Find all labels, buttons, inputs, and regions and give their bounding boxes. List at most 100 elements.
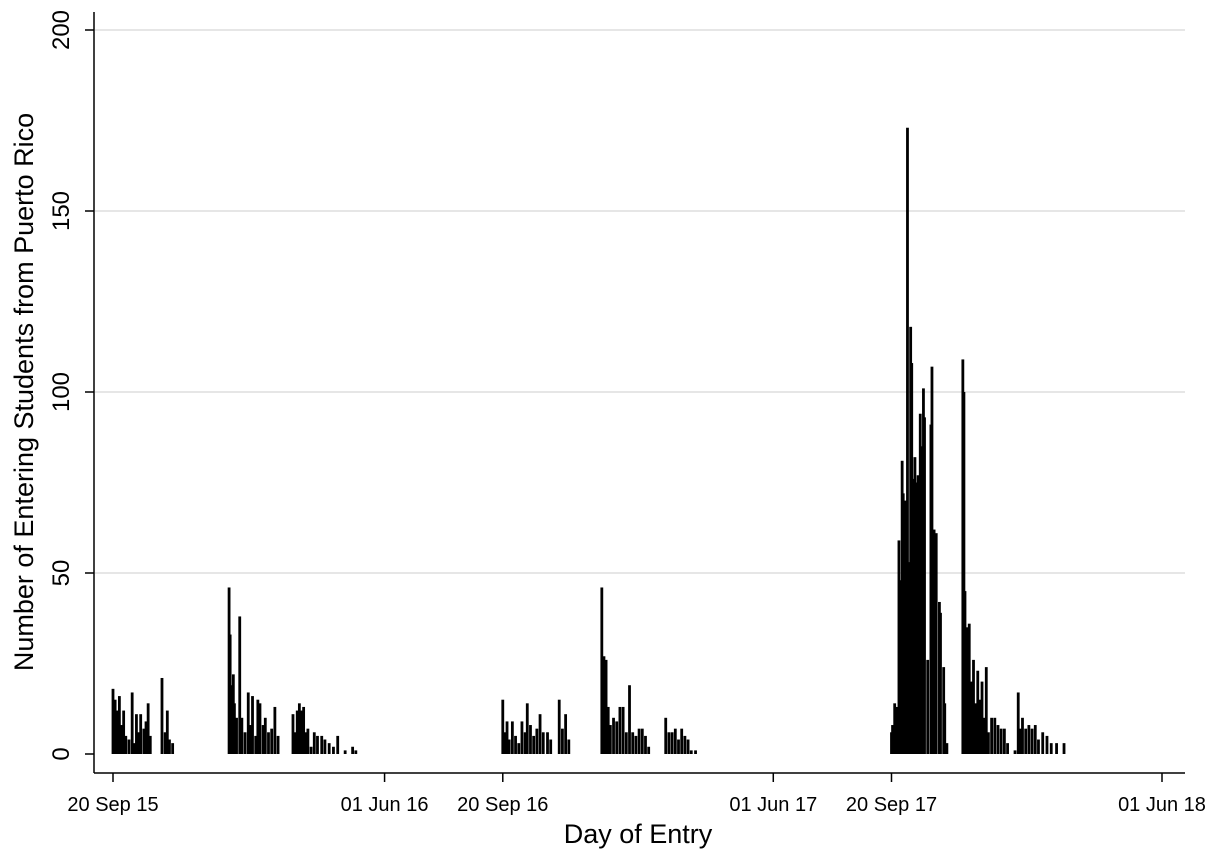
- x-tick-label: 20 Sep 16: [457, 794, 548, 816]
- y-tick-label: 200: [48, 10, 75, 50]
- bar: [258, 703, 262, 754]
- bar: [567, 739, 571, 754]
- bar: [647, 746, 651, 754]
- bar: [980, 681, 984, 754]
- bar: [163, 732, 167, 754]
- bar: [965, 627, 969, 754]
- bar: [1016, 692, 1020, 754]
- bar: [618, 706, 622, 754]
- bar: [243, 732, 247, 754]
- bar: [523, 732, 527, 754]
- bar: [171, 743, 175, 754]
- bar: [343, 750, 347, 754]
- bar: [507, 739, 511, 754]
- bar: [987, 732, 990, 754]
- bar: [111, 688, 115, 754]
- bar: [309, 746, 313, 754]
- bar: [683, 735, 687, 754]
- bar: [644, 735, 647, 754]
- x-tick-label: 01 Jun 16: [341, 794, 429, 816]
- bar: [320, 735, 324, 754]
- bar: [631, 732, 635, 754]
- bar: [295, 710, 299, 754]
- bar: [557, 699, 561, 754]
- bar: [142, 728, 146, 754]
- x-ticks: 20 Sep 15 01 Jun 16 20 Sep 16 01 Jun 17 20 S…: [67, 773, 1206, 816]
- bar: [146, 703, 150, 754]
- bar: [323, 739, 327, 754]
- bar: [916, 475, 920, 754]
- y-axis-title: Number of Entering Students from Puerto …: [9, 113, 39, 671]
- bar: [974, 703, 978, 754]
- x-tick-label: 20 Sep 17: [846, 794, 937, 816]
- bar: [501, 699, 505, 754]
- bar: [267, 732, 270, 754]
- bar: [351, 746, 355, 754]
- bar: [677, 739, 680, 754]
- bar: [606, 706, 610, 754]
- bar: [1055, 743, 1058, 754]
- bar: [895, 706, 899, 754]
- bar: [996, 725, 1000, 754]
- bar: [538, 714, 542, 754]
- x-tick-label: 01 Jun 17: [729, 794, 817, 816]
- bar: [546, 732, 549, 754]
- bar: [898, 580, 902, 754]
- bar: [270, 728, 274, 754]
- y-ticks: 0 50 100 150 200: [48, 10, 94, 761]
- bar: [316, 735, 319, 754]
- bar: [923, 417, 926, 754]
- bar: [127, 739, 131, 754]
- bar: [972, 659, 975, 754]
- bar: [604, 659, 608, 754]
- bar: [132, 743, 136, 754]
- bar: [306, 728, 310, 754]
- bar: [919, 446, 923, 754]
- bar: [673, 728, 677, 754]
- bar: [165, 710, 169, 754]
- bar: [564, 714, 568, 754]
- bar: [990, 717, 994, 754]
- bar: [634, 735, 638, 754]
- bar: [680, 728, 684, 754]
- bars: [111, 127, 1066, 755]
- bar: [608, 725, 612, 754]
- bar: [628, 685, 631, 754]
- bar: [1041, 732, 1045, 754]
- bar: [1006, 743, 1009, 754]
- bar: [354, 750, 358, 754]
- bar: [969, 681, 973, 754]
- y-tick-label: 150: [48, 191, 75, 231]
- bar: [943, 703, 947, 754]
- bar: [689, 750, 693, 754]
- bar: [532, 735, 536, 754]
- bar: [901, 493, 905, 754]
- bar: [113, 699, 117, 754]
- bar: [621, 706, 625, 754]
- bar: [670, 732, 674, 754]
- bar: [1002, 728, 1006, 754]
- bar: [148, 735, 152, 754]
- bar: [907, 562, 910, 754]
- bar: [640, 728, 644, 754]
- bar: [300, 710, 303, 754]
- bar: [254, 735, 258, 754]
- bar: [1049, 743, 1053, 754]
- bar: [130, 692, 134, 754]
- bar: [238, 616, 242, 754]
- bar: [139, 714, 143, 754]
- bar: [117, 696, 121, 754]
- bar: [291, 714, 295, 754]
- y-tick-label: 100: [48, 372, 75, 412]
- bar: [549, 739, 553, 754]
- bar: [1062, 743, 1066, 754]
- bar: [115, 710, 119, 754]
- x-axis-title: Day of Entry: [564, 819, 713, 849]
- bar: [302, 706, 306, 754]
- bar: [312, 732, 316, 754]
- bar: [541, 732, 545, 754]
- bar: [686, 739, 690, 754]
- bar: [624, 732, 628, 754]
- bar: [235, 717, 238, 754]
